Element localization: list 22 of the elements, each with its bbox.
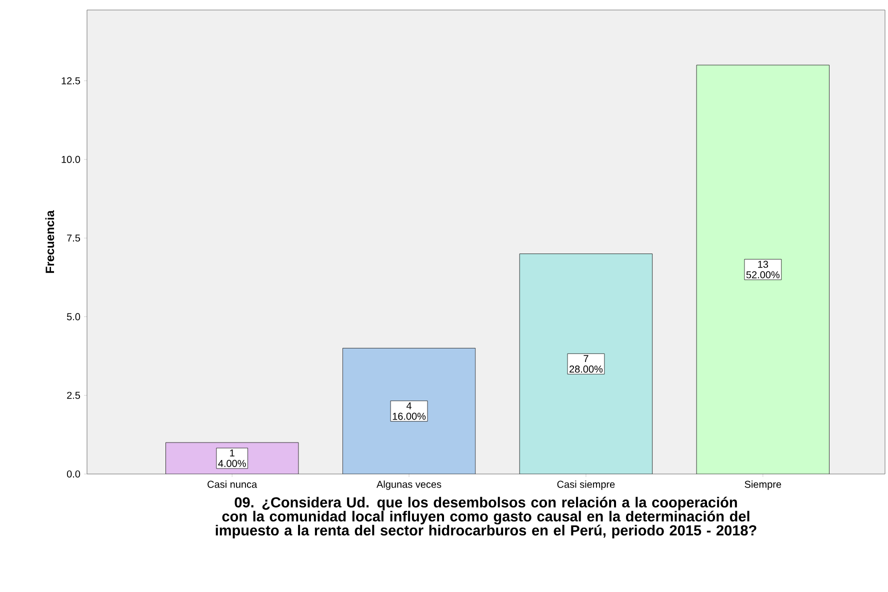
data-label: 7 [584, 355, 588, 362]
annotation: 16.00% [392, 412, 426, 420]
annotation: 52.00% [746, 271, 780, 278]
data-label: 4 [406, 402, 412, 410]
y-tick-label: 7.5 [67, 234, 80, 242]
bar [342, 348, 476, 474]
data-label: 1 [230, 450, 234, 456]
y-tick-label: 12.5 [62, 77, 80, 84]
x-tick-label: Siempre [744, 480, 782, 490]
bar [696, 64, 830, 474]
y-tick-label: 5.0 [66, 313, 80, 320]
x-axis-title: 09. ¿Considera Ud. que los desembolsos con relación a la cooperación con la comunidad local influyen como gasto causal en la determinación del impuesto a la renta del sector hidrocarburos en el Perú, periodo 2015 - 2018? [216, 496, 756, 538]
annotation: 4.00% [218, 460, 246, 468]
x-tick-label: Casi siempre [557, 480, 615, 490]
y-tick-label: 0.0 [66, 470, 80, 478]
annotation: 28.00% [570, 366, 603, 373]
y-tick-label: 10.0 [62, 156, 80, 163]
x-tick-label: Algunas veces [376, 480, 442, 490]
y-axis-title: Frecuencia [45, 210, 54, 273]
y-tick-label: 2.5 [67, 392, 80, 399]
x-tick-label: Casi nunca [208, 480, 258, 488]
data-label: 13 [758, 260, 768, 268]
